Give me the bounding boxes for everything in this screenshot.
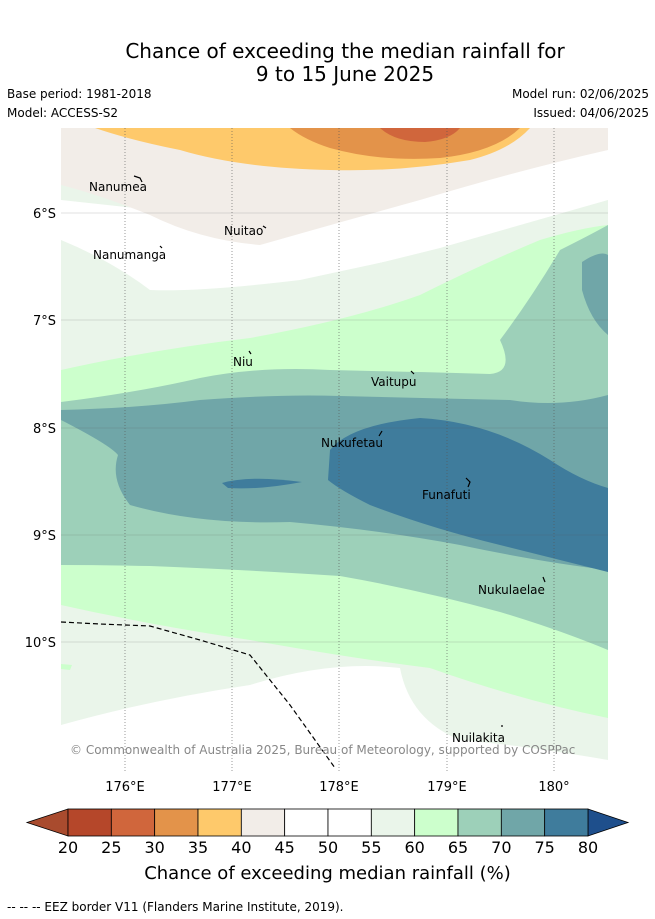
colorbar-tick-label: 60 bbox=[404, 838, 424, 857]
lat-label: 8°S bbox=[33, 422, 56, 437]
colorbar-swatch bbox=[67, 808, 112, 837]
island-shapes bbox=[133, 175, 546, 727]
lat-label: 7°S bbox=[33, 314, 56, 329]
contour-25-30 bbox=[380, 128, 460, 142]
lon-label: 176°E bbox=[105, 780, 145, 795]
colorbar-swatch bbox=[240, 808, 286, 837]
colorbar-label: Chance of exceeding median rainfall (%) bbox=[144, 863, 511, 884]
island-label: Niu bbox=[233, 355, 253, 369]
colorbar-tick-label: 65 bbox=[448, 838, 468, 857]
island-label: Nanumanga bbox=[93, 248, 166, 262]
colorbar-swatch bbox=[154, 808, 199, 837]
contour-75-80 bbox=[328, 418, 608, 572]
base-period: Base period: 1981-2018 bbox=[7, 87, 152, 101]
island-label: Nuilakita bbox=[452, 731, 505, 745]
colorbar-swatch bbox=[327, 808, 372, 837]
title-line-2: 9 to 15 June 2025 bbox=[255, 62, 435, 86]
title-line-1: Chance of exceeding the median rainfall … bbox=[125, 39, 565, 63]
contour-70-75-east bbox=[582, 253, 608, 335]
colorbar-tick-label: 45 bbox=[274, 838, 294, 857]
eez-border bbox=[60, 621, 336, 769]
colorbar-tick-label: 55 bbox=[361, 838, 381, 857]
contour-small-patch bbox=[61, 664, 72, 670]
colorbar-tick-label: 75 bbox=[534, 838, 554, 857]
colorbar-tick-label: 35 bbox=[188, 838, 208, 857]
colorbar-swatch bbox=[197, 808, 242, 837]
contour-30-35 bbox=[290, 128, 520, 159]
colorbar-ticks: 20 25 30 35 40 45 50 55 60 65 70 75 80 bbox=[58, 838, 598, 857]
lat-label: 9°S bbox=[33, 529, 56, 544]
lon-label: 177°E bbox=[212, 780, 252, 795]
lon-label: 180° bbox=[538, 780, 569, 795]
island-label: Funafuti bbox=[422, 488, 471, 502]
colorbar-swatch bbox=[110, 808, 156, 837]
page-title: Chance of exceeding the median rainfall … bbox=[0, 40, 655, 86]
colorbar-tick-label: 70 bbox=[491, 838, 511, 857]
colorbar-over-arrow bbox=[587, 808, 630, 837]
contour-55-60-band bbox=[61, 200, 608, 335]
lat-label: 10°S bbox=[25, 636, 56, 651]
model-name: Model: ACCESS-S2 bbox=[7, 106, 119, 120]
lon-label: 179°E bbox=[427, 780, 467, 795]
colorbar-swatch bbox=[284, 808, 329, 837]
island-label: Nanumea bbox=[89, 180, 147, 194]
copyright-notice: © Commonwealth of Australia 2025, Bureau… bbox=[70, 743, 575, 757]
island-label: Nuitao bbox=[224, 224, 263, 238]
island-label: Nukufetau bbox=[321, 436, 383, 450]
colorbar-tick-label: 80 bbox=[578, 838, 598, 857]
grid-lines bbox=[61, 128, 608, 772]
colorbar-tick-label: 30 bbox=[144, 838, 164, 857]
issued-date: Issued: 04/06/2025 bbox=[533, 106, 649, 120]
colorbar-tick-label: 40 bbox=[231, 838, 251, 857]
island-label: Nukulaelae bbox=[478, 583, 545, 597]
island-label: Vaitupu bbox=[371, 375, 417, 389]
eez-legend: -- -- -- EEZ border V11 (Flanders Marine… bbox=[7, 900, 344, 914]
colorbar-tick-label: 20 bbox=[58, 838, 78, 857]
contour-50-55-south bbox=[61, 666, 608, 772]
colorbar-swatch bbox=[414, 808, 459, 837]
colorbar-swatch bbox=[544, 808, 589, 837]
contour-75-80-west bbox=[222, 478, 302, 489]
lat-label: 6°S bbox=[33, 207, 56, 222]
lon-label: 178°E bbox=[319, 780, 359, 795]
colorbar-swatch bbox=[370, 808, 416, 837]
colorbar-tick-label: 50 bbox=[318, 838, 338, 857]
colorbar-swatch bbox=[500, 808, 546, 837]
map-contours bbox=[61, 128, 608, 772]
colorbar-swatch bbox=[457, 808, 502, 837]
colorbar-tick-label: 25 bbox=[101, 838, 121, 857]
colorbar bbox=[25, 808, 630, 837]
colorbar-under-arrow bbox=[25, 808, 69, 837]
model-run: Model run: 02/06/2025 bbox=[511, 87, 649, 101]
